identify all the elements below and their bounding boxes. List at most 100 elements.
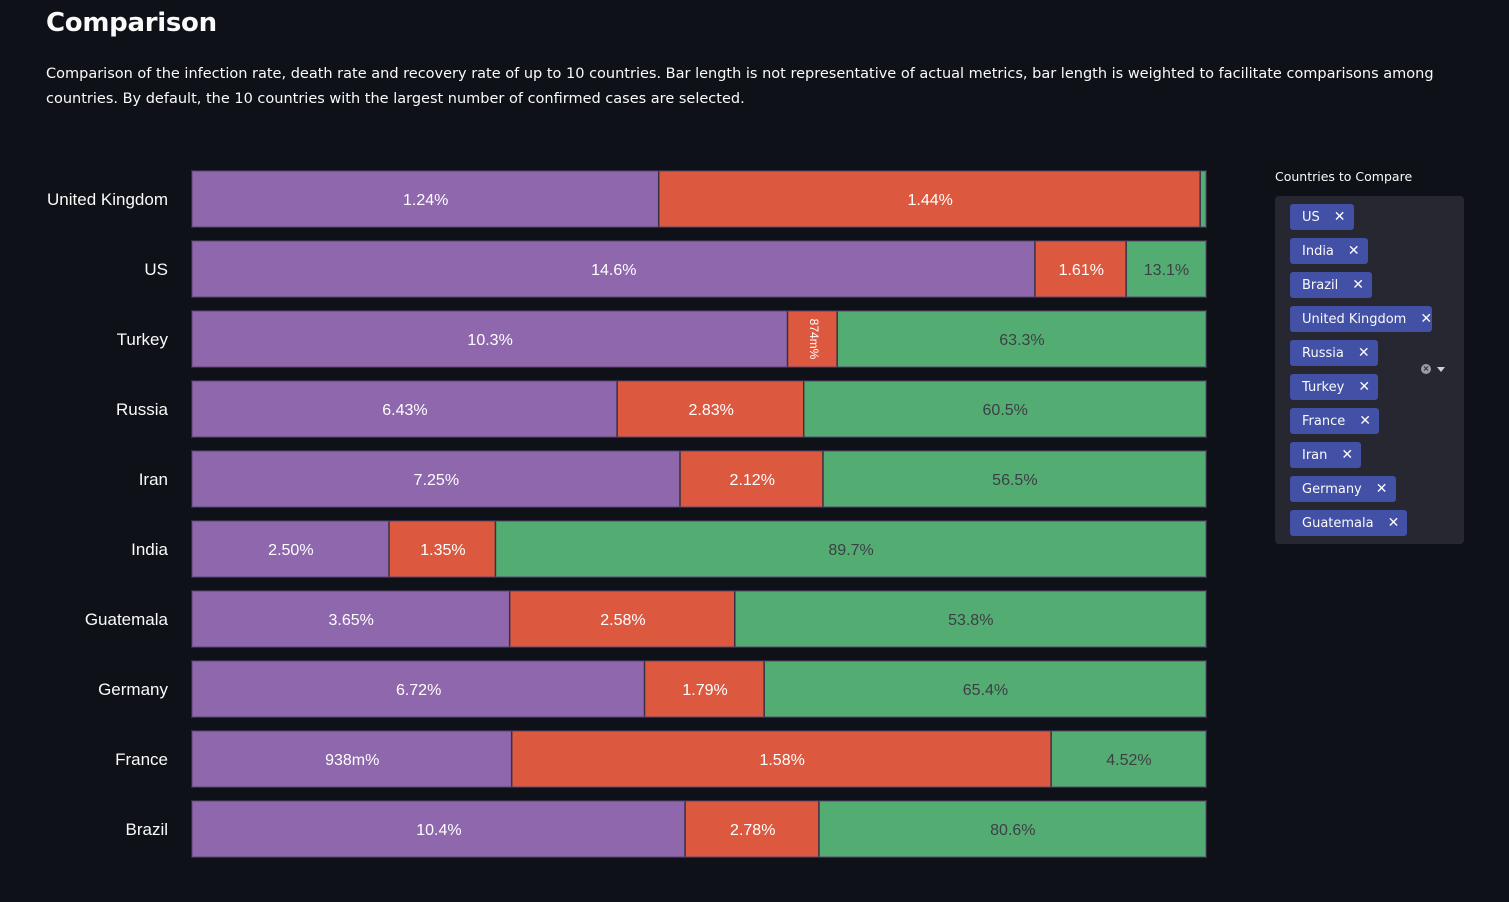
bar-outline: [191, 450, 1207, 508]
bar-value-label: 14.6%: [591, 262, 636, 279]
bar-value-label: 4.52%: [1106, 752, 1151, 769]
country-label: US: [144, 260, 168, 279]
remove-tag-icon[interactable]: ✕: [1387, 515, 1400, 531]
bar-segment: [192, 591, 511, 647]
country-tag-label: Germany: [1302, 481, 1362, 497]
bar-segment: [510, 591, 736, 647]
bar-value-label: 53.8%: [948, 612, 993, 629]
bar-segment: [512, 731, 1052, 787]
bar-value-label: 60.5%: [983, 402, 1028, 419]
bar-segment: [645, 661, 765, 717]
country-tag: France ✕: [1290, 408, 1379, 434]
bar-value-label: 1.44%: [908, 192, 953, 209]
countries-to-compare-label: Countries to Compare: [1275, 169, 1413, 184]
bar-outline: [191, 310, 1207, 368]
remove-tag-icon[interactable]: ✕: [1420, 311, 1433, 327]
country-label: Guatemala: [85, 610, 169, 629]
bar-segment: [192, 521, 390, 577]
country-tag-label: India: [1302, 243, 1334, 259]
bar-value-label: 63.3%: [999, 332, 1044, 349]
bar-value-label: 56.5%: [992, 472, 1037, 489]
countries-multiselect[interactable]: US ✕ India ✕ Brazil ✕ United Kingdom ✕ Russia ✕ Tu…: [1275, 196, 1464, 544]
remove-tag-icon[interactable]: ✕: [1341, 447, 1354, 463]
country-label: Russia: [116, 400, 169, 419]
bar-outline: [191, 520, 1207, 578]
country-tag: Russia ✕: [1290, 340, 1378, 366]
bar-segment: [389, 521, 497, 577]
chevron-down-icon[interactable]: [1437, 366, 1445, 372]
bar-segment: [680, 451, 824, 507]
bar-outline: [191, 170, 1207, 228]
country-tag: Germany ✕: [1290, 476, 1396, 502]
remove-tag-icon[interactable]: ✕: [1359, 413, 1371, 429]
bar-segment: [192, 661, 646, 717]
bar-outline: [191, 800, 1207, 858]
remove-tag-icon[interactable]: ✕: [1357, 345, 1370, 361]
bar-segment: [192, 731, 513, 787]
bar-value-label: 938m%: [325, 752, 379, 769]
country-label: Germany: [98, 680, 168, 699]
bar-segment: [788, 311, 838, 367]
bar-value-label: 1.24%: [403, 192, 448, 209]
bar-segment: [192, 241, 1036, 297]
bar-segment: [659, 171, 1201, 227]
bar-segment: [192, 311, 789, 367]
bar-segment: [735, 591, 1206, 647]
country-label: Brazil: [125, 820, 168, 839]
bar-value-label: 1.79%: [682, 682, 727, 699]
bar-segment: [804, 381, 1206, 437]
country-tag: Brazil ✕: [1290, 272, 1373, 298]
remove-tag-icon[interactable]: ✕: [1347, 243, 1360, 259]
bar-outline: [191, 730, 1207, 788]
page-description: Comparison of the infection rate, death …: [46, 66, 1434, 107]
remove-tag-icon[interactable]: ✕: [1333, 209, 1346, 225]
multiselect-controls: ×: [1421, 364, 1445, 374]
country-tag-label: Iran: [1302, 447, 1328, 463]
country-tag: Turkey ✕: [1290, 374, 1379, 400]
country-tag-label: Turkey: [1302, 379, 1345, 395]
bar-outline: [191, 590, 1207, 648]
remove-tag-icon[interactable]: ✕: [1358, 379, 1371, 395]
bar-outline: [191, 240, 1207, 298]
bar-value-label: 2.78%: [730, 822, 775, 839]
bar-value-label: 6.43%: [382, 402, 427, 419]
bar-segment: [617, 381, 805, 437]
bar-value-label: 2.58%: [600, 612, 645, 629]
bar-value-label: 2.50%: [268, 542, 313, 559]
country-label: India: [131, 540, 168, 559]
bar-segment: [823, 451, 1206, 507]
bar-value-label: 2.83%: [688, 402, 733, 419]
clear-all-icon[interactable]: ×: [1421, 364, 1431, 374]
country-tag-label: Russia: [1302, 345, 1344, 361]
bar-value-label: 874m%: [807, 319, 821, 360]
country-tag: Guatemala ✕: [1290, 510, 1408, 536]
bar-value-label: 1.58%: [759, 752, 804, 769]
country-tag: US ✕: [1290, 204, 1354, 230]
bar-value-label: 80.6%: [990, 822, 1035, 839]
bar-segment: [819, 801, 1206, 857]
bar-value-label: 65.4%: [963, 682, 1008, 699]
bar-value-label: 7.25%: [414, 472, 459, 489]
country-label: Iran: [139, 470, 168, 489]
bar-value-label: 13.1%: [1144, 262, 1189, 279]
bar-value-label: 1.61%: [1059, 262, 1104, 279]
country-label: Turkey: [117, 330, 169, 349]
country-tag-label: US: [1302, 209, 1320, 225]
bar-segment: [1126, 241, 1206, 297]
bar-segment: [685, 801, 820, 857]
bar-value-label: 3.65%: [329, 612, 374, 629]
country-tag: India ✕: [1290, 238, 1368, 264]
bar-value-label: 10.4%: [416, 822, 461, 839]
page-title: Comparison: [46, 8, 217, 38]
bar-segment: [192, 171, 660, 227]
bar-value-label: 6.72%: [396, 682, 441, 699]
country-tag: Iran ✕: [1290, 442, 1362, 468]
bar-segment: [1200, 171, 1206, 227]
comparison-bar-chart: United Kingdom 1.24% 1.44% US 14.6% 1.61% 13.1…: [47, 170, 1207, 858]
country-label: United Kingdom: [47, 190, 168, 209]
bar-value-label: 89.7%: [828, 542, 873, 559]
bar-segment: [837, 311, 1206, 367]
remove-tag-icon[interactable]: ✕: [1352, 277, 1365, 293]
remove-tag-icon[interactable]: ✕: [1375, 481, 1388, 497]
country-tag-label: United Kingdom: [1302, 311, 1407, 327]
